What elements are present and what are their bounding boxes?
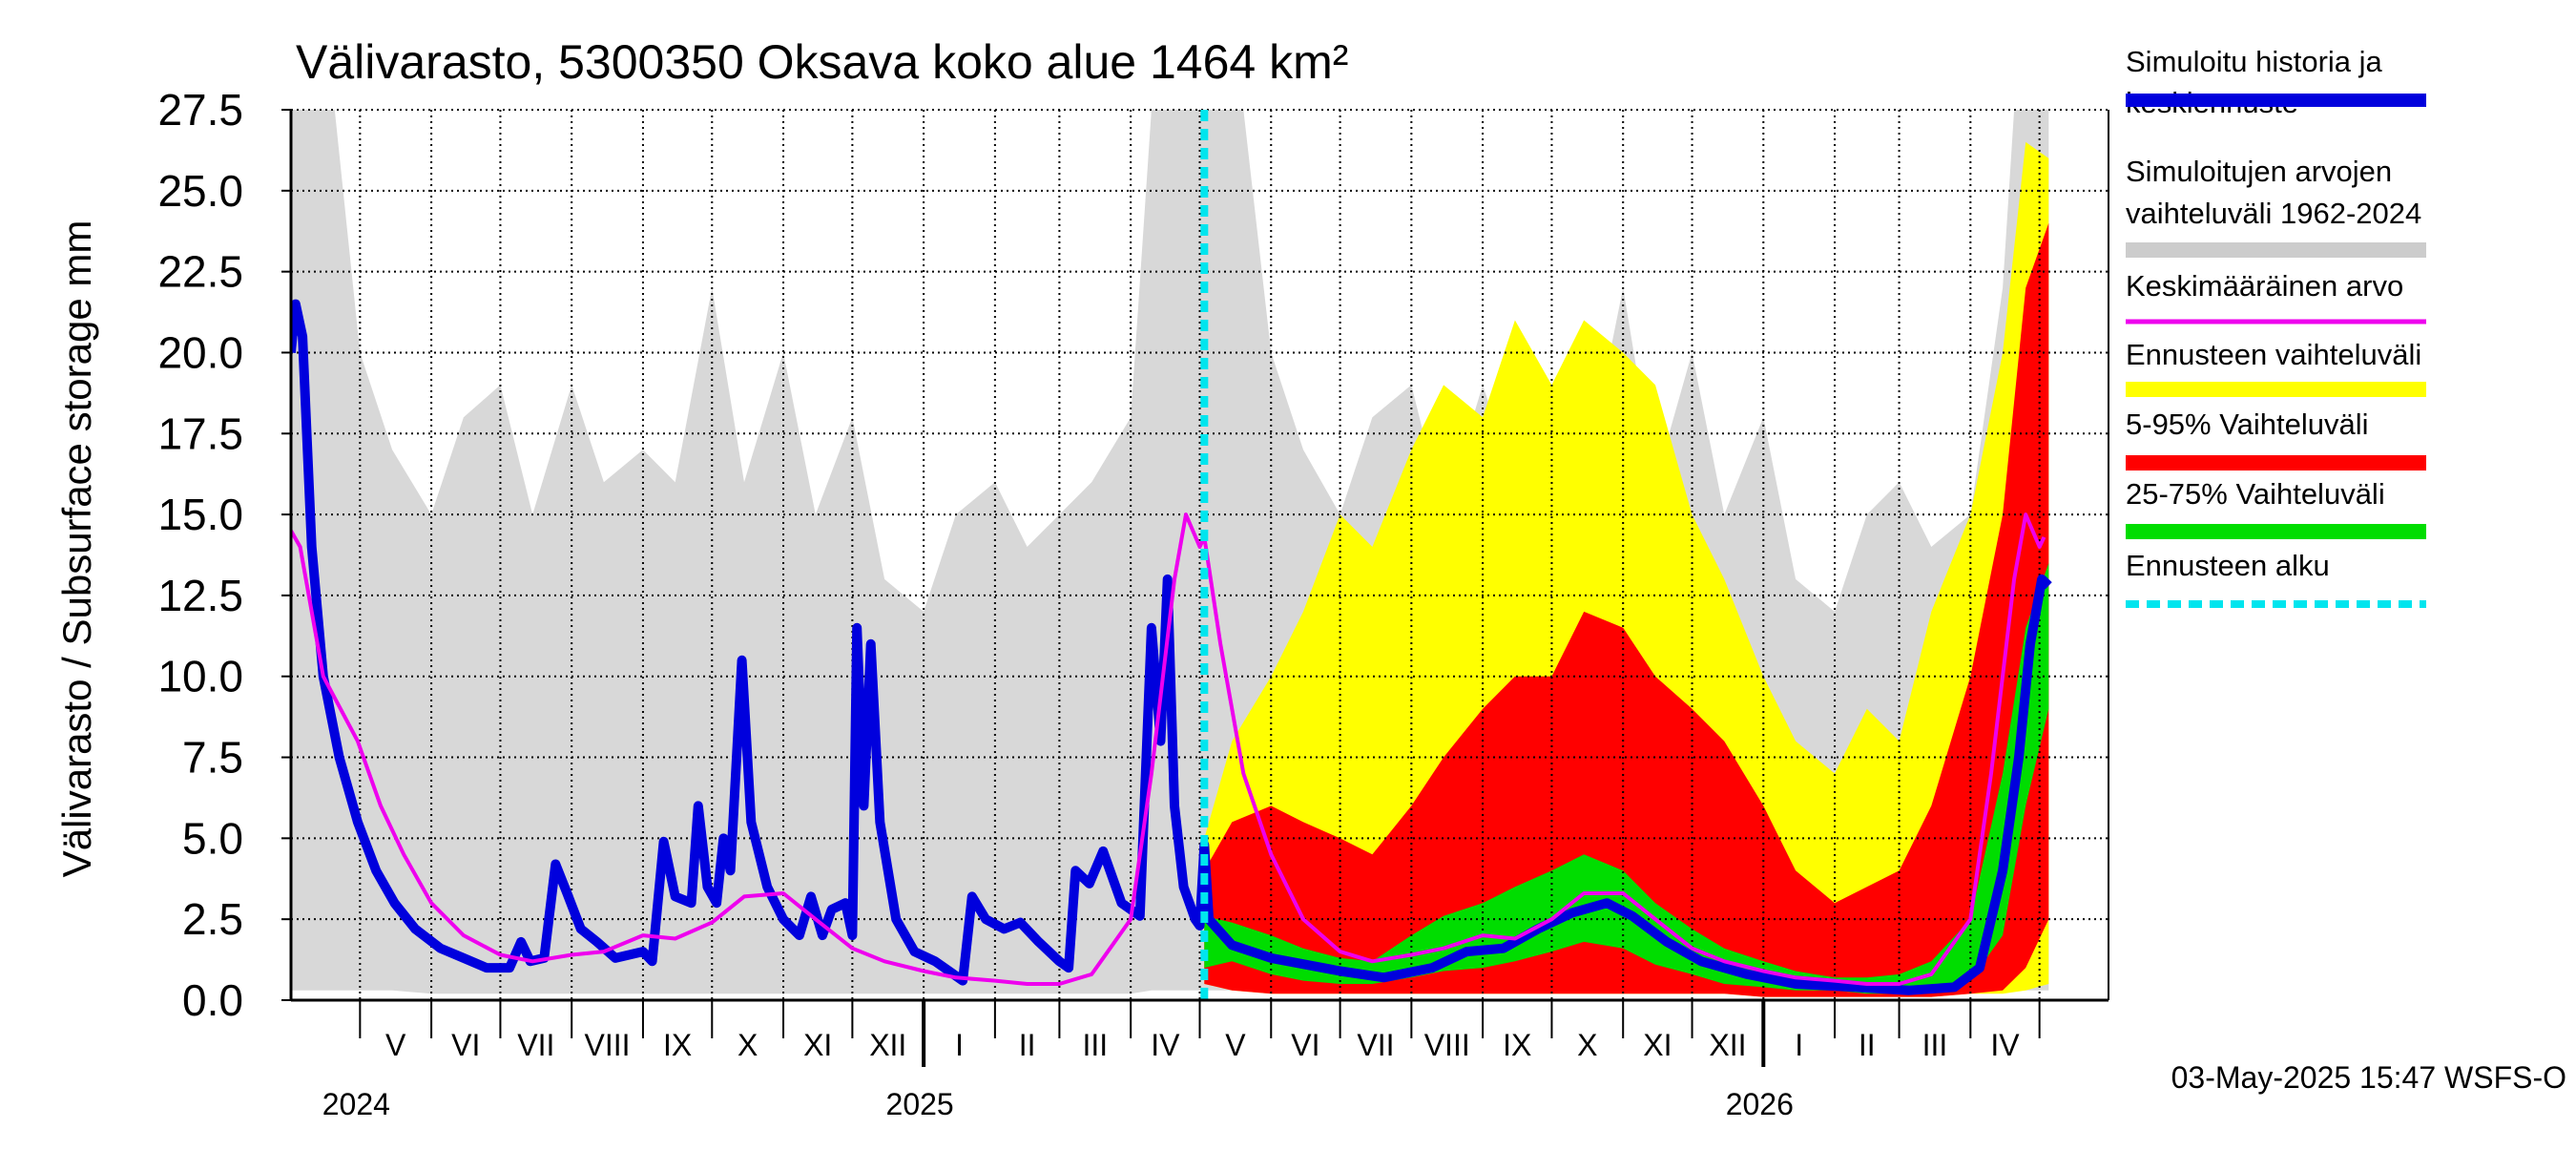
lines-layer — [291, 110, 2052, 1000]
y-tick-label: 17.5 — [157, 408, 243, 458]
y-tick-label: 25.0 — [157, 166, 243, 216]
year-label: 2025 — [886, 1087, 954, 1121]
band-5-95-vaihteluv-li — [1204, 222, 2049, 997]
x-tick-label: XI — [803, 1028, 832, 1062]
legend: Simuloitu historia jakeskiennusteSimuloi… — [2126, 45, 2426, 608]
legend-swatch — [2126, 382, 2426, 397]
x-tick-label: V — [385, 1028, 406, 1062]
legend-swatch — [2126, 455, 2426, 470]
x-tick-label: VI — [1291, 1028, 1319, 1062]
y-tick-label: 22.5 — [157, 247, 243, 297]
x-tick-label: III — [1922, 1028, 1948, 1062]
x-tick-label: XII — [869, 1028, 906, 1062]
legend-item-ennusteen-vaihteluv-li: Ennusteen vaihteluväli — [2126, 338, 2426, 397]
year-label: 2024 — [322, 1087, 390, 1121]
x-tick-label: IV — [1151, 1028, 1180, 1062]
legend-item-simuloitu-historia-ja-keskiennuste: Simuloitu historia jakeskiennuste — [2126, 45, 2426, 119]
legend-label: Simuloitu historia ja — [2126, 45, 2383, 78]
series-keskim-r-inen-arvo — [291, 512, 2046, 986]
x-tick-label: VIII — [585, 1028, 631, 1062]
x-tick-label: VII — [1357, 1028, 1394, 1062]
y-tick-label: 15.0 — [157, 490, 243, 539]
legend-label: vaihteluväli 1962-2024 — [2126, 197, 2421, 230]
x-tick-label: XII — [1709, 1028, 1746, 1062]
band-25-75-vaihteluv-li — [1204, 563, 2049, 994]
legend-item-25-75-vaihteluv-li: 25-75% Vaihteluväli — [2126, 477, 2426, 539]
band-ennusteen-vaihteluv-li — [1204, 141, 2049, 997]
legend-label: Simuloitujen arvojen — [2126, 155, 2392, 188]
legend-label: 5-95% Vaihteluväli — [2126, 408, 2368, 441]
x-tick-label: II — [1859, 1028, 1876, 1062]
x-tick-label: X — [737, 1028, 758, 1062]
x-tick-label: V — [1225, 1028, 1246, 1062]
x-tick-label: II — [1019, 1028, 1036, 1062]
y-tick-label: 0.0 — [182, 975, 243, 1025]
legend-swatch — [2126, 242, 2426, 258]
y-tick-label: 10.0 — [157, 652, 243, 701]
axes-layer: 0.0 2.5 5.0 7.5 10.0 12.5 15.0 17.5 20.0 22.5 25.0… — [157, 85, 2109, 1121]
x-tick-label: I — [1795, 1028, 1803, 1062]
y-tick-label: 20.0 — [157, 327, 243, 377]
x-tick-label: XI — [1643, 1028, 1672, 1062]
y-tick-label: 5.0 — [182, 813, 243, 863]
legend-label: Ennusteen vaihteluväli — [2126, 338, 2421, 371]
legend-item-ennusteen-alku: Ennusteen alku — [2126, 549, 2426, 608]
legend-label: Keskimääräinen arvo — [2126, 269, 2403, 303]
x-tick-label: VII — [517, 1028, 554, 1062]
x-tick-label: VI — [451, 1028, 480, 1062]
legend-swatch — [2126, 524, 2426, 539]
y-tick-label: 12.5 — [157, 571, 243, 620]
footer-timestamp: 03-May-2025 15:47 WSFS-O — [2171, 1060, 2566, 1095]
legend-item-simuloitujen-arvojen-vaihteluv-li-1962-2024: Simuloitujen arvojen vaihteluväli 1962-20… — [2126, 155, 2426, 258]
chart-title: Välivarasto, 5300350 Oksava koko alue 14… — [296, 35, 1348, 89]
bands-layer — [291, 110, 2049, 997]
legend-item-keskim-r-inen-arvo: Keskimääräinen arvo — [2126, 269, 2426, 324]
x-tick-label: X — [1577, 1028, 1597, 1062]
x-tick-label: III — [1082, 1028, 1108, 1062]
x-tick-label: IX — [663, 1028, 692, 1062]
x-tick-label: I — [955, 1028, 964, 1062]
legend-label: 25-75% Vaihteluväli — [2126, 477, 2385, 511]
x-tick-label: IX — [1503, 1028, 1531, 1062]
x-tick-label: VIII — [1424, 1028, 1470, 1062]
legend-swatch — [2126, 94, 2426, 107]
legend-swatch — [2126, 319, 2426, 324]
y-tick-label: 2.5 — [182, 894, 243, 944]
x-tick-label: IV — [1990, 1028, 2020, 1062]
y-tick-label: 7.5 — [182, 733, 243, 783]
y-axis-label: Välivarasto / Subsurface storage mm — [54, 220, 99, 878]
legend-item-5-95-vaihteluv-li: 5-95% Vaihteluväli — [2126, 408, 2426, 470]
legend-label: Ennusteen alku — [2126, 549, 2330, 582]
year-label: 2026 — [1726, 1087, 1794, 1121]
y-tick-label: 27.5 — [157, 85, 243, 135]
